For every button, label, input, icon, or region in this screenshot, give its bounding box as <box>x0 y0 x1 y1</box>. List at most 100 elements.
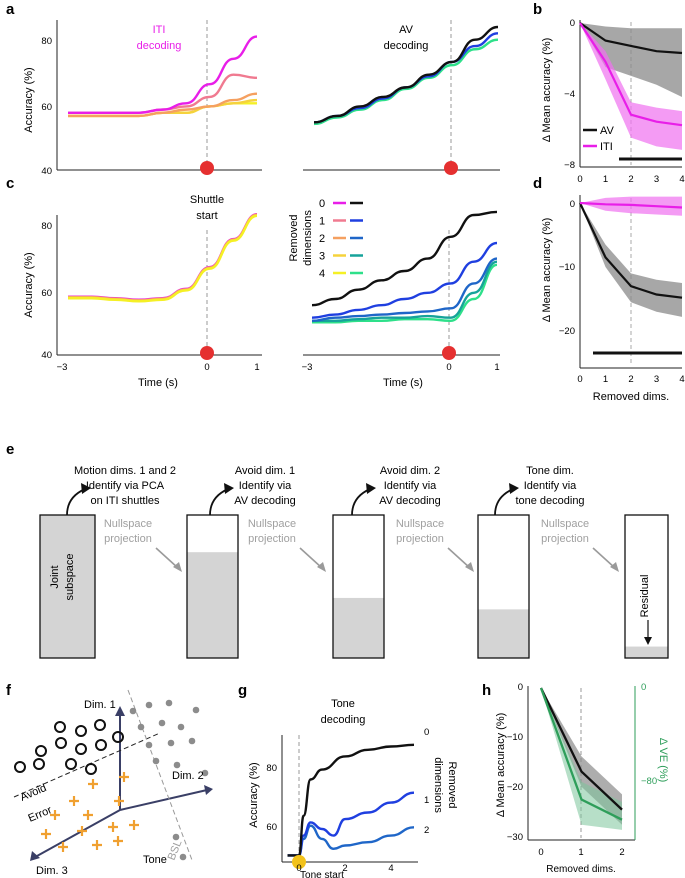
b-band-ITI <box>580 23 682 150</box>
c-ytick-40: 40 <box>41 350 52 361</box>
f-avoid-point-6 <box>75 743 87 755</box>
g-ylabel: Accuracy (%) <box>248 762 260 827</box>
c-left-xtick-m3: −3 <box>57 362 68 373</box>
f-bsl-point-1 <box>145 701 153 709</box>
b-legend-iti: ITI <box>600 141 613 153</box>
e-residual-arrowhead <box>644 637 652 645</box>
g-series-label-0: 0 <box>424 727 429 738</box>
e-nullspace-arrow-3 <box>592 547 616 569</box>
f-error-point-6 <box>41 829 51 839</box>
e-step-0-line-1: Identify via PCA <box>86 480 165 492</box>
e-step-arrowhead-2 <box>366 483 376 494</box>
e-nullspace-1-1: Nullspace <box>248 518 296 530</box>
f-error-point-2 <box>69 796 79 806</box>
panel-label-b: b <box>533 1 542 18</box>
a-ytick-80: 80 <box>41 36 52 47</box>
g-series-label-1: 1 <box>424 795 429 806</box>
c-left-event-marker <box>200 346 214 360</box>
b-ylabel: Δ Mean accuracy (%) <box>541 38 553 143</box>
e-nullspace-arrowhead-3 <box>610 562 619 572</box>
panel-f: f Dim. 1 Dim. 2 Dim. 3 Avoid Error Tone … <box>6 682 213 877</box>
e-nullspace-1-2: projection <box>248 533 296 545</box>
g-xtick-2: 2 <box>342 863 347 874</box>
f-bsl-point-5 <box>158 719 166 727</box>
d-band-ITI <box>580 196 682 216</box>
f-avoid-point-10 <box>65 758 77 770</box>
b-xtick-4: 4 <box>679 174 684 185</box>
b-xtick-1: 1 <box>603 174 608 185</box>
panel-label-d: d <box>533 175 542 192</box>
a-right-event-marker <box>444 161 458 175</box>
f-error-point-12 <box>113 836 123 846</box>
f-error-point-11 <box>92 840 102 850</box>
f-bsl-point-9 <box>188 737 196 745</box>
a-left-line-0 <box>68 35 258 115</box>
e-joint-1: Joint <box>49 565 61 588</box>
panel-label-c: c <box>6 175 14 192</box>
e-residual: Residual <box>639 575 651 618</box>
a-ylabel: Accuracy (%) <box>23 67 35 132</box>
e-step-2-line-1: Identify via <box>384 480 437 492</box>
f-avoid-boundary <box>13 732 161 798</box>
d-xtick-1: 1 <box>603 374 608 385</box>
e-box-1 <box>186 514 239 659</box>
e-nullspace-arrowhead-2 <box>465 562 474 572</box>
d-ylabel: Δ Mean accuracy (%) <box>541 218 553 323</box>
e-box-fill-1 <box>187 552 238 658</box>
c-left-line-2 <box>68 213 258 302</box>
g-xtick-0: 0 <box>296 863 301 874</box>
e-nullspace-arrowhead-1 <box>317 562 326 572</box>
h-line-ve <box>539 687 623 821</box>
c-right-line-1 <box>311 241 498 319</box>
f-avoid-points <box>14 719 124 775</box>
f-bsl-point-3 <box>192 706 200 714</box>
f-bsl-point-4 <box>137 723 145 731</box>
c-right-line-2 <box>311 257 498 322</box>
g-right-label-1: Removed <box>446 761 458 808</box>
c-right-xtick-m3: −3 <box>302 362 313 373</box>
h-right-ytick-0: 0 <box>641 682 646 693</box>
f-avoid-point-1 <box>75 725 87 737</box>
f-bsl-points <box>129 699 209 861</box>
c-right-xtick-1: 1 <box>494 362 499 373</box>
b-ytick-0: 0 <box>570 18 575 29</box>
c-legend-title-1: Removed <box>288 214 300 261</box>
panel-b: b Δ Mean accuracy (%) 0 −4 −8 0 1 2 3 4 AV I… <box>533 1 685 185</box>
panel-c: c Accuracy (%) 80 60 40 Shuttle start −3… <box>6 175 500 389</box>
c-right-line-4 <box>311 263 498 324</box>
f-avoid-point-5 <box>55 737 67 749</box>
a-right-title-2: decoding <box>384 40 429 52</box>
c-right-xlabel: Time (s) <box>383 377 423 389</box>
f-bsl-point-7 <box>145 741 153 749</box>
c-legend-title-2: dimensions <box>302 210 314 266</box>
g-series-label-2: 2 <box>424 825 429 836</box>
c-right-line-0 <box>311 210 498 307</box>
g-title-1: Tone <box>331 698 355 710</box>
d-xticks: 0 1 2 3 4 <box>577 374 684 385</box>
panel-label-h: h <box>482 682 491 699</box>
panel-a: a Accuracy (%) 80 60 40 ITI decoding AV … <box>6 1 500 177</box>
a-right-series <box>313 25 499 126</box>
d-xtick-0: 0 <box>577 374 582 385</box>
a-right-line-4 <box>313 38 499 126</box>
h-band-ve <box>541 688 622 830</box>
panel-label-e: e <box>6 441 14 458</box>
c-left-line-3 <box>67 214 258 303</box>
b-xtick-2: 2 <box>628 174 633 185</box>
a-right-line-0 <box>313 25 499 124</box>
e-step-3-line-1: Identify via <box>524 480 577 492</box>
a-ytick-40: 40 <box>41 166 52 177</box>
e-nullspace-2-1: Nullspace <box>396 518 444 530</box>
f-avoid-point-0 <box>54 721 66 733</box>
f-bsl-point-6 <box>177 723 185 731</box>
d-xlabel: Removed dims. <box>593 391 669 403</box>
b-ytick-8: −8 <box>564 160 575 171</box>
f-axis-dim2 <box>119 789 208 811</box>
panel-g: g Tone decoding Accuracy (%) 80 60 0 2 4… <box>238 682 458 874</box>
e-nullspace-3-1: Nullspace <box>541 518 589 530</box>
c-ytick-60: 60 <box>41 288 52 299</box>
c-legend-label-2: 2 <box>319 233 325 245</box>
b-legend-av: AV <box>600 125 615 137</box>
c-left-line-1 <box>67 213 258 302</box>
